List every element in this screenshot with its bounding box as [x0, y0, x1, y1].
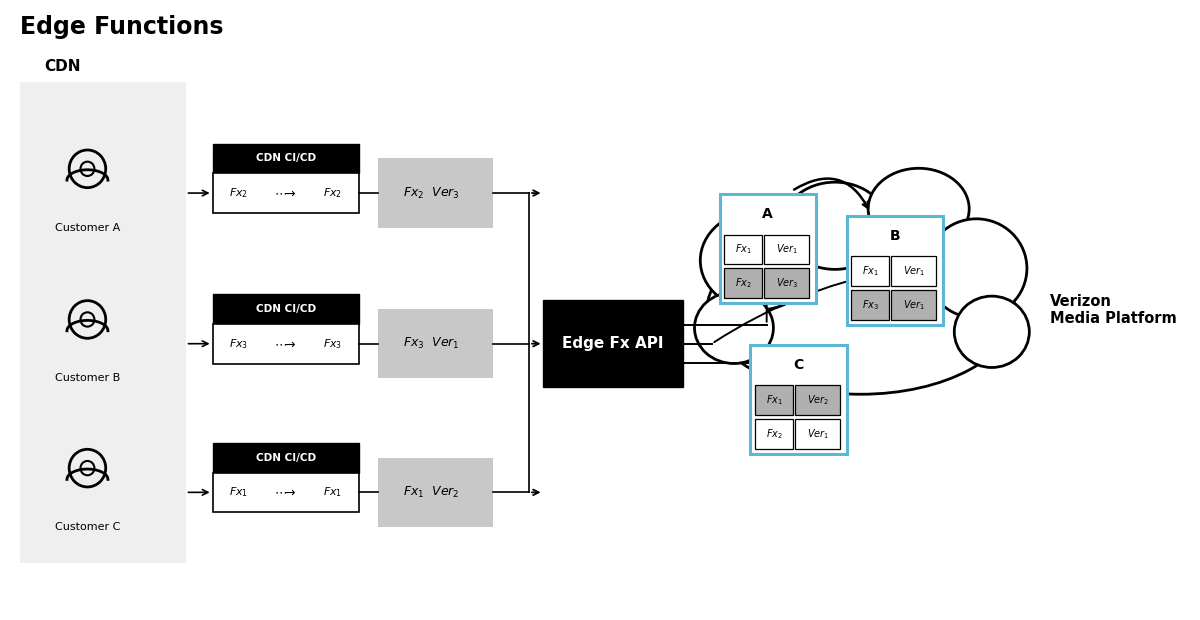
- Bar: [755, 419, 793, 449]
- Text: $Fx_{3}$: $Fx_{3}$: [862, 298, 878, 312]
- Bar: [378, 309, 493, 378]
- Bar: [796, 385, 840, 415]
- Text: Customer C: Customer C: [55, 522, 120, 532]
- Bar: [212, 324, 359, 363]
- Bar: [212, 472, 359, 512]
- Bar: [796, 419, 840, 449]
- Bar: [851, 290, 889, 320]
- Ellipse shape: [774, 179, 890, 278]
- Bar: [764, 235, 809, 264]
- Text: $Ver_{2}$: $Ver_{2}$: [806, 393, 829, 407]
- Text: Customer B: Customer B: [55, 373, 120, 383]
- Bar: [378, 158, 493, 228]
- Text: $Fx_{1}$: $Fx_{1}$: [229, 485, 248, 499]
- Text: $Fx_{2}$: $Fx_{2}$: [766, 427, 782, 441]
- Bar: [720, 194, 816, 303]
- Bar: [20, 82, 186, 563]
- Text: $Fx_{2}$: $Fx_{2}$: [229, 186, 248, 200]
- Bar: [892, 290, 936, 320]
- Bar: [755, 385, 793, 415]
- Text: C: C: [793, 358, 804, 371]
- Ellipse shape: [707, 226, 1015, 394]
- Ellipse shape: [695, 292, 774, 363]
- Text: B: B: [889, 229, 900, 242]
- Text: $Fx_{1}$: $Fx_{1}$: [323, 485, 342, 499]
- Text: $Fx_{2}$  $Ver_{3}$: $Fx_{2}$ $Ver_{3}$: [402, 185, 460, 201]
- Text: $\cdots\!\!\rightarrow$: $\cdots\!\!\rightarrow$: [275, 187, 298, 200]
- Text: $Fx_{1}$: $Fx_{1}$: [766, 393, 782, 407]
- Ellipse shape: [955, 290, 1032, 370]
- Bar: [212, 294, 359, 324]
- Bar: [212, 443, 359, 472]
- Ellipse shape: [686, 285, 773, 365]
- Bar: [212, 173, 359, 213]
- Ellipse shape: [864, 166, 970, 255]
- Ellipse shape: [701, 211, 816, 310]
- Ellipse shape: [692, 211, 817, 320]
- Text: Customer A: Customer A: [55, 223, 120, 232]
- Ellipse shape: [712, 223, 1010, 401]
- Text: $Fx_{2}$: $Fx_{2}$: [323, 186, 342, 200]
- Text: $Ver_{3}$: $Ver_{3}$: [775, 277, 798, 290]
- Text: $Ver_{1}$: $Ver_{1}$: [775, 242, 798, 257]
- Text: $\cdots\!\!\rightarrow$: $\cdots\!\!\rightarrow$: [275, 486, 298, 499]
- Text: $Fx_{1}$: $Fx_{1}$: [734, 242, 752, 257]
- Text: $Ver_{1}$: $Ver_{1}$: [902, 265, 925, 278]
- Bar: [846, 216, 943, 325]
- Text: CDN CI/CD: CDN CI/CD: [256, 153, 316, 164]
- Text: Edge Fx API: Edge Fx API: [563, 336, 664, 351]
- Text: A: A: [762, 207, 773, 221]
- Text: $Fx_{3}$  $Ver_{1}$: $Fx_{3}$ $Ver_{1}$: [403, 336, 460, 352]
- Ellipse shape: [926, 219, 1027, 318]
- Bar: [750, 345, 846, 454]
- Text: $Fx_{1}$  $Ver_{2}$: $Fx_{1}$ $Ver_{2}$: [403, 485, 460, 500]
- Bar: [212, 143, 359, 173]
- Ellipse shape: [868, 168, 970, 249]
- Text: $Fx_{3}$: $Fx_{3}$: [323, 337, 342, 350]
- Text: CDN: CDN: [44, 59, 80, 74]
- Text: CDN CI/CD: CDN CI/CD: [256, 453, 316, 463]
- Text: Verizon
Media Platform: Verizon Media Platform: [1050, 294, 1176, 326]
- Text: $Fx_{2}$: $Fx_{2}$: [734, 277, 752, 290]
- Text: $Ver_{1}$: $Ver_{1}$: [806, 427, 829, 441]
- Bar: [851, 257, 889, 286]
- Text: $Fx_{3}$: $Fx_{3}$: [229, 337, 248, 350]
- Bar: [544, 300, 683, 388]
- Text: Edge Functions: Edge Functions: [20, 15, 223, 38]
- Text: $Ver_{1}$: $Ver_{1}$: [902, 298, 925, 312]
- Bar: [892, 257, 936, 286]
- Bar: [764, 268, 809, 298]
- Ellipse shape: [782, 182, 888, 269]
- Bar: [378, 458, 493, 527]
- Ellipse shape: [922, 216, 1027, 325]
- Text: $\cdots\!\!\rightarrow$: $\cdots\!\!\rightarrow$: [275, 337, 298, 350]
- Bar: [725, 235, 762, 264]
- Bar: [725, 268, 762, 298]
- Ellipse shape: [954, 296, 1030, 368]
- Text: CDN CI/CD: CDN CI/CD: [256, 304, 316, 314]
- Text: $Fx_{1}$: $Fx_{1}$: [862, 265, 878, 278]
